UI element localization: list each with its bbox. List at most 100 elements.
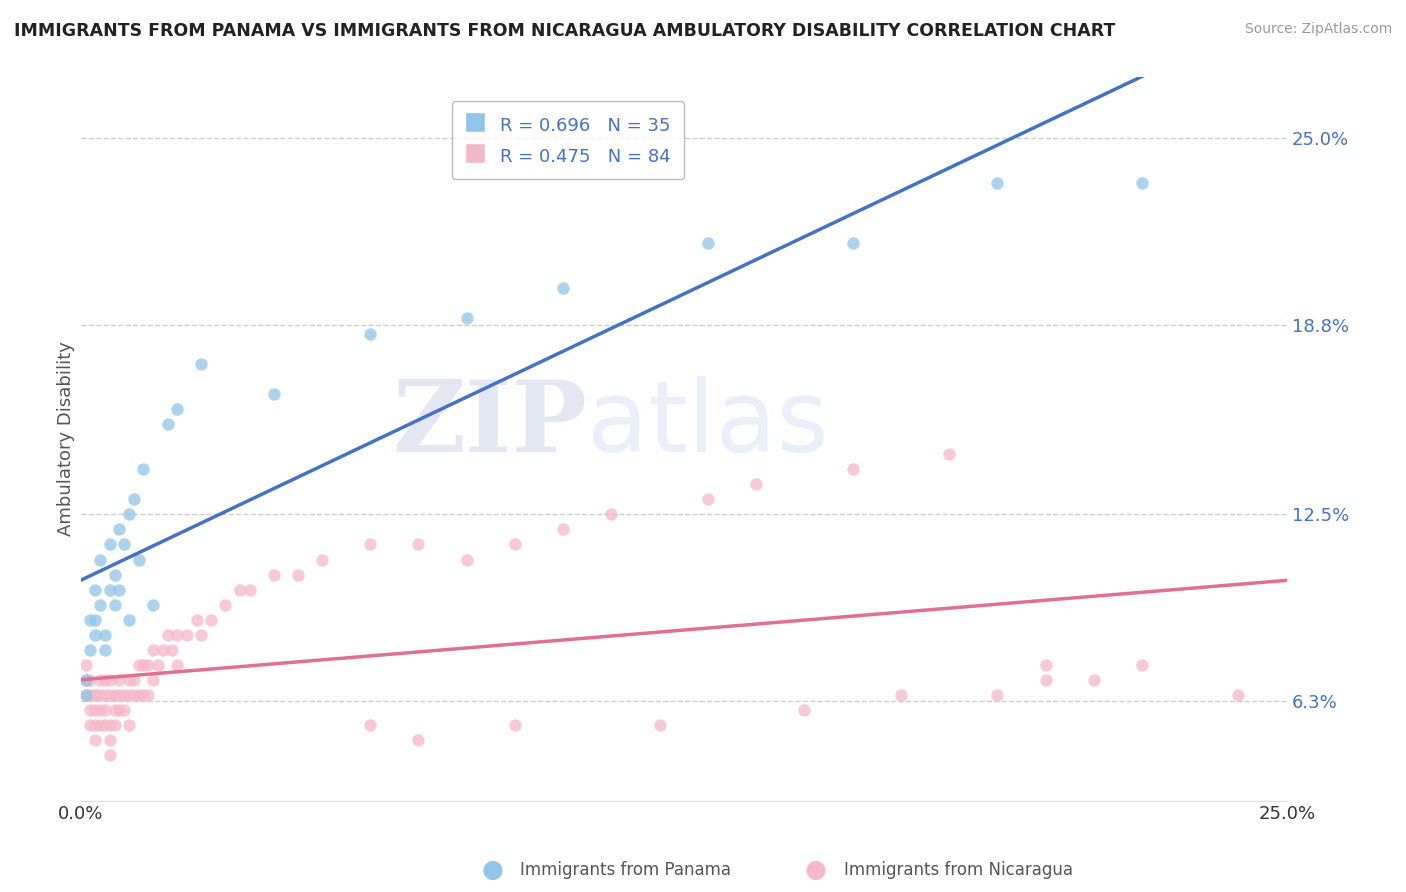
Point bbox=[112, 703, 135, 717]
Point bbox=[456, 311, 478, 326]
Point bbox=[112, 537, 135, 551]
Point bbox=[94, 688, 117, 702]
Point bbox=[84, 582, 107, 597]
Point bbox=[359, 537, 381, 551]
Point bbox=[98, 733, 121, 747]
Point bbox=[103, 598, 125, 612]
Point bbox=[103, 688, 125, 702]
Point bbox=[229, 582, 252, 597]
Text: Source: ZipAtlas.com: Source: ZipAtlas.com bbox=[1244, 22, 1392, 37]
Point bbox=[94, 673, 117, 687]
Point bbox=[79, 673, 101, 687]
Point bbox=[142, 673, 165, 687]
Point bbox=[128, 658, 150, 673]
Point bbox=[132, 462, 155, 476]
Point bbox=[503, 718, 526, 732]
Point bbox=[89, 703, 111, 717]
Point bbox=[311, 552, 333, 566]
Point bbox=[79, 613, 101, 627]
Point bbox=[132, 658, 155, 673]
Point bbox=[84, 628, 107, 642]
Point bbox=[793, 703, 815, 717]
Point bbox=[75, 673, 97, 687]
Point bbox=[142, 598, 165, 612]
Point bbox=[696, 492, 718, 507]
Point bbox=[75, 658, 97, 673]
Legend: R = 0.696   N = 35, R = 0.475   N = 84: R = 0.696 N = 35, R = 0.475 N = 84 bbox=[451, 101, 683, 179]
Point bbox=[118, 673, 141, 687]
Point bbox=[79, 643, 101, 657]
Text: IMMIGRANTS FROM PANAMA VS IMMIGRANTS FROM NICARAGUA AMBULATORY DISABILITY CORREL: IMMIGRANTS FROM PANAMA VS IMMIGRANTS FRO… bbox=[14, 22, 1115, 40]
Point bbox=[118, 508, 141, 522]
Point bbox=[456, 552, 478, 566]
Point bbox=[600, 508, 623, 522]
Point bbox=[1035, 658, 1057, 673]
Point bbox=[94, 703, 117, 717]
Point bbox=[745, 477, 768, 491]
Point bbox=[84, 688, 107, 702]
Point bbox=[359, 326, 381, 341]
Point bbox=[89, 598, 111, 612]
Point bbox=[239, 582, 262, 597]
Point bbox=[1227, 688, 1250, 702]
Point bbox=[263, 387, 285, 401]
Point bbox=[166, 628, 188, 642]
Point bbox=[94, 643, 117, 657]
Point bbox=[98, 748, 121, 763]
Point bbox=[1130, 176, 1153, 190]
Point bbox=[841, 462, 863, 476]
Point bbox=[136, 658, 159, 673]
Point bbox=[89, 552, 111, 566]
Point bbox=[75, 688, 97, 702]
Point bbox=[176, 628, 198, 642]
Point bbox=[1035, 673, 1057, 687]
Y-axis label: Ambulatory Disability: Ambulatory Disability bbox=[58, 342, 75, 536]
Text: Immigrants from Nicaragua: Immigrants from Nicaragua bbox=[844, 861, 1073, 879]
Point bbox=[1083, 673, 1105, 687]
Point bbox=[986, 176, 1008, 190]
Point bbox=[890, 688, 912, 702]
Point bbox=[553, 281, 575, 295]
Point bbox=[938, 447, 960, 461]
Point bbox=[553, 523, 575, 537]
Point bbox=[118, 613, 141, 627]
Point bbox=[152, 643, 174, 657]
Point bbox=[408, 537, 430, 551]
Point bbox=[84, 703, 107, 717]
Point bbox=[122, 492, 145, 507]
Point bbox=[89, 688, 111, 702]
Point bbox=[108, 523, 131, 537]
Point bbox=[98, 537, 121, 551]
Point bbox=[89, 673, 111, 687]
Point bbox=[136, 688, 159, 702]
Point bbox=[103, 567, 125, 582]
Text: atlas: atlas bbox=[588, 376, 830, 473]
Point bbox=[146, 658, 169, 673]
Point bbox=[190, 628, 212, 642]
Point bbox=[128, 688, 150, 702]
Point bbox=[94, 628, 117, 642]
Point bbox=[94, 718, 117, 732]
Point bbox=[1130, 658, 1153, 673]
Point bbox=[108, 703, 131, 717]
Point bbox=[503, 537, 526, 551]
Point bbox=[648, 718, 671, 732]
Point bbox=[986, 688, 1008, 702]
Point bbox=[79, 718, 101, 732]
Point bbox=[156, 628, 179, 642]
Point bbox=[75, 673, 97, 687]
Point bbox=[166, 658, 188, 673]
Point bbox=[79, 703, 101, 717]
Point bbox=[84, 688, 107, 702]
Point bbox=[156, 417, 179, 431]
Point bbox=[98, 582, 121, 597]
Point bbox=[84, 733, 107, 747]
Point bbox=[190, 357, 212, 371]
Point bbox=[841, 236, 863, 251]
Point bbox=[122, 673, 145, 687]
Point bbox=[696, 236, 718, 251]
Point bbox=[118, 718, 141, 732]
Point bbox=[142, 643, 165, 657]
Point bbox=[108, 688, 131, 702]
Text: Immigrants from Panama: Immigrants from Panama bbox=[520, 861, 731, 879]
